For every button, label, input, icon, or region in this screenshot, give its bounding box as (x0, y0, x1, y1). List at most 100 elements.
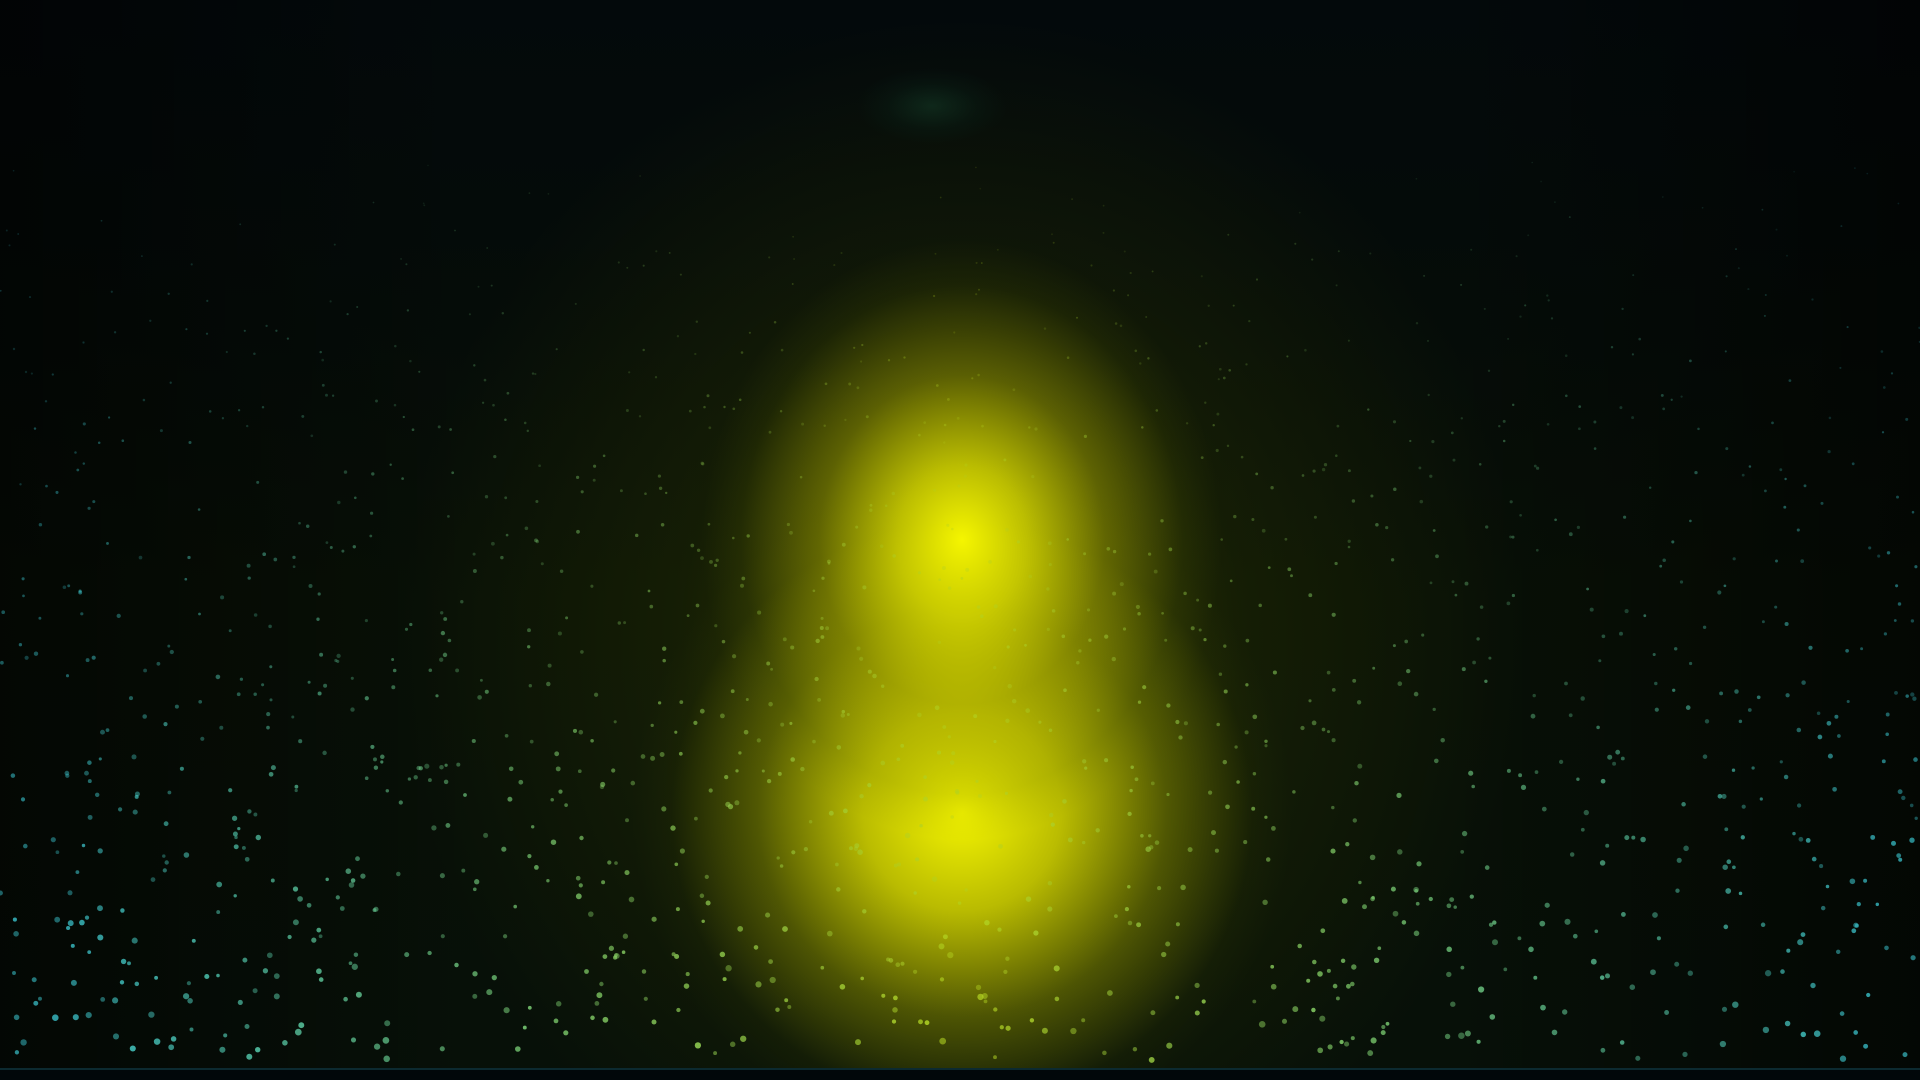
particle-dot (1875, 902, 1880, 907)
particle-dot (1290, 574, 1293, 578)
particle-dot (789, 530, 793, 535)
particle-dot (1006, 645, 1010, 649)
particle-dot (1813, 1030, 1821, 1037)
particle-dot (484, 495, 489, 499)
particle-dot (1317, 1047, 1324, 1054)
particle-dot (746, 534, 750, 538)
particle-dot (352, 545, 356, 549)
particle-dot (1820, 905, 1826, 911)
particle-dot (1066, 356, 1070, 359)
particle-dot (447, 515, 450, 518)
particle-dot (843, 808, 848, 814)
particle-dot (1853, 922, 1859, 928)
particle-dot (204, 973, 210, 980)
particle-dot (1723, 924, 1729, 930)
particle-dot (325, 877, 329, 882)
particle-dot (442, 652, 448, 658)
particle-dot (1139, 362, 1142, 365)
particle-dot (695, 603, 700, 608)
particle-dot (382, 1037, 390, 1044)
particle-dot (311, 937, 317, 943)
particle-dot (1243, 840, 1248, 845)
particle-dot (404, 627, 409, 631)
particle-dot (1048, 812, 1054, 818)
particle-dot (737, 926, 744, 932)
particle-dot (528, 684, 532, 688)
particle-dot (1112, 549, 1117, 554)
particle-dot (1590, 958, 1597, 965)
particle-dot (1140, 834, 1144, 838)
particle-dot (1134, 777, 1139, 782)
particle-dot (923, 421, 927, 424)
particle-dot (1311, 258, 1314, 261)
particle-dot (1620, 756, 1625, 761)
particle-dot (1624, 609, 1629, 614)
particle-dot (893, 863, 898, 868)
particle-dot (575, 875, 581, 881)
particle-dot (1854, 167, 1856, 169)
particle-dot (1738, 719, 1743, 724)
particle-dot (1621, 307, 1624, 311)
particle-dot (856, 386, 860, 390)
particle-dot (1067, 837, 1073, 843)
particle-dot (273, 557, 278, 562)
particle-dot (1732, 1001, 1739, 1008)
particle-dot (1225, 804, 1230, 810)
particle-dot (79, 919, 85, 926)
particle-dot (578, 729, 584, 735)
particle-dot (947, 951, 954, 959)
particle-dot (1373, 957, 1380, 964)
particle-dot (576, 529, 580, 534)
particle-dot (329, 300, 332, 303)
particle-dot (316, 968, 322, 975)
particle-dot (1194, 1010, 1200, 1016)
particle-dot (350, 878, 356, 883)
particle-dot (413, 775, 418, 780)
particle-dot (143, 668, 148, 673)
particle-dot (790, 645, 795, 650)
particle-dot (828, 810, 834, 816)
particle-dot (1845, 648, 1849, 653)
particle-dot (13, 1014, 20, 1021)
particle-dot (918, 433, 921, 437)
particle-dot (1901, 795, 1906, 801)
particle-dot (617, 261, 620, 264)
particle-dot (872, 673, 877, 679)
particle-dot (674, 953, 680, 960)
particle-dot (1267, 566, 1271, 569)
particle-dot (661, 806, 667, 812)
particle-dot (1775, 228, 1778, 231)
particle-dot (1312, 469, 1316, 473)
particle-dot (1460, 850, 1465, 854)
particle-dot (1028, 574, 1033, 579)
particle-dot (1483, 307, 1486, 310)
particle-dot (439, 764, 444, 770)
particle-dot (91, 655, 96, 660)
particle-dot (1469, 894, 1474, 899)
particle-dot (1444, 1033, 1451, 1040)
particle-dot (1805, 838, 1811, 843)
particle-dot (1185, 422, 1189, 425)
particle-dot (703, 405, 706, 409)
particle-dot (1344, 1041, 1350, 1047)
particle-dot (1013, 628, 1017, 632)
particle-dot (38, 522, 43, 527)
particle-dot (411, 428, 415, 432)
particle-dot (1228, 368, 1232, 372)
particle-dot (440, 630, 446, 636)
particle-dot (526, 429, 530, 433)
particle-dot (1898, 857, 1903, 862)
particle-dot (1161, 611, 1164, 615)
particle-dot (720, 713, 725, 719)
particle-dot (918, 1019, 923, 1025)
particle-dot (1264, 815, 1268, 819)
particle-dot (134, 794, 139, 799)
particle-dot (439, 1046, 445, 1052)
particle-dot (705, 900, 711, 906)
particle-dot (622, 933, 629, 939)
particle-dot (1593, 447, 1597, 450)
particle-dot (198, 612, 201, 616)
particle-dot (1183, 591, 1187, 596)
particle-dot (266, 725, 270, 730)
